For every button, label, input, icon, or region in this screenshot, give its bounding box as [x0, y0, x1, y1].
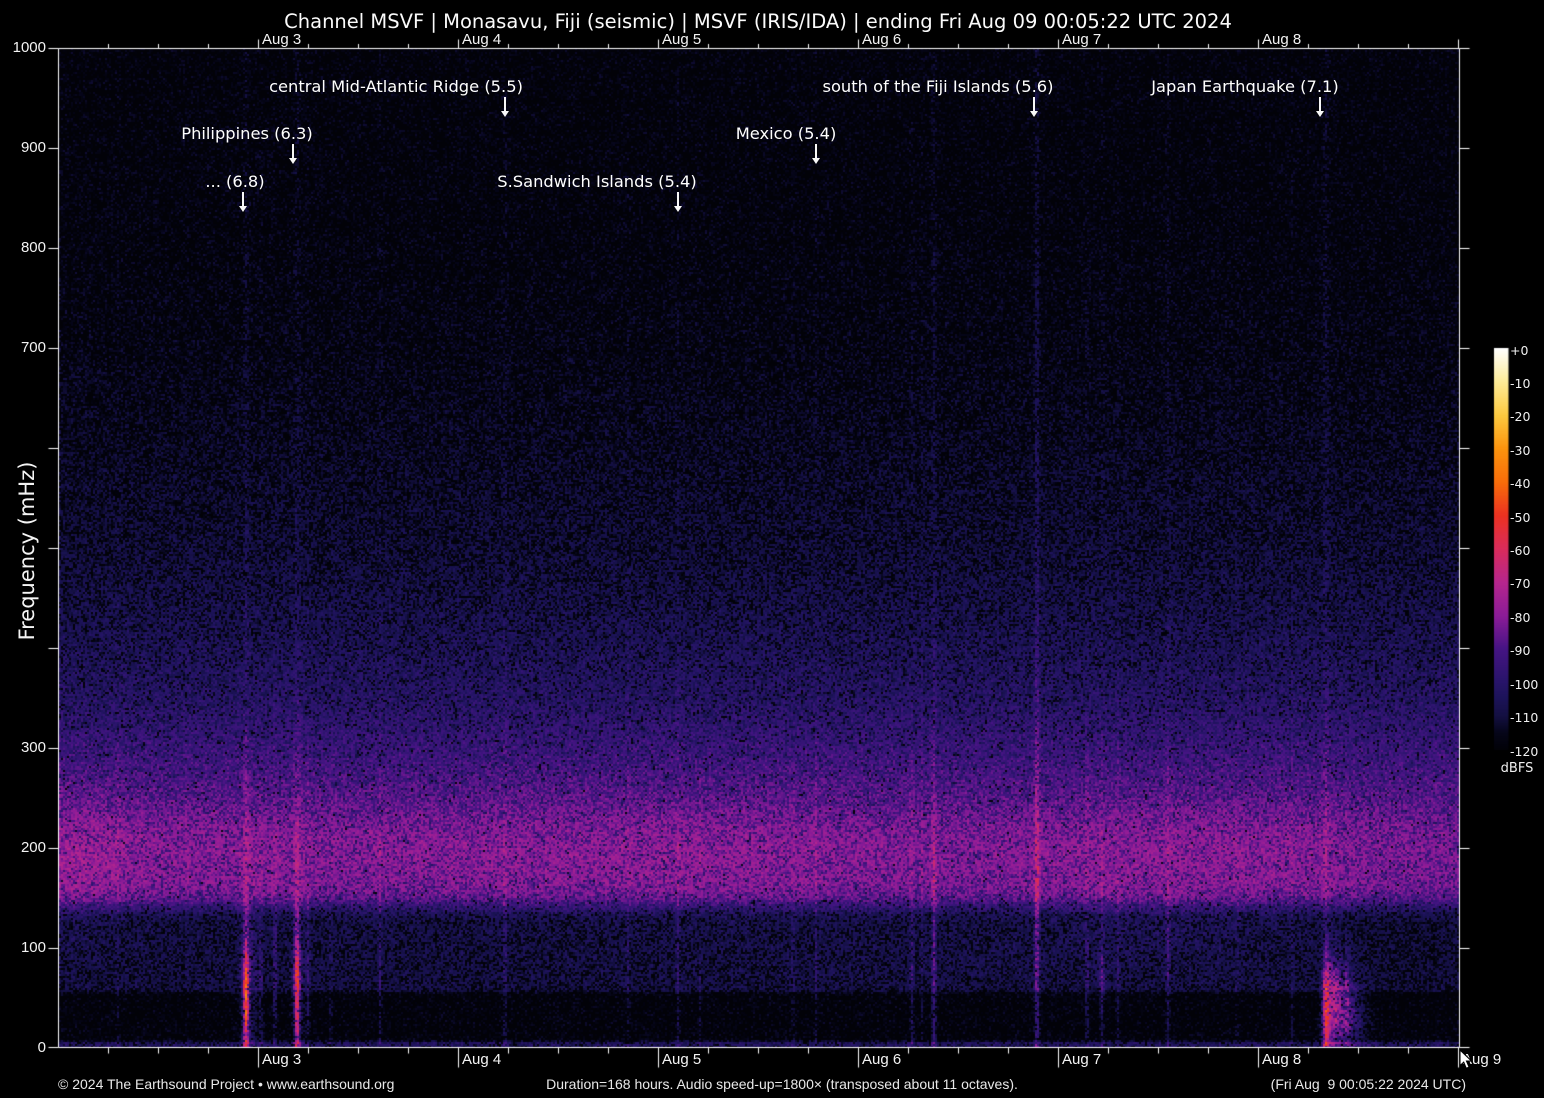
- annotation-arrow-head: [239, 206, 247, 212]
- annotation-label: Japan Earthquake (7.1): [1151, 77, 1339, 96]
- colorbar-tick-label: +0: [1510, 343, 1529, 358]
- bottom-axis-tick-label: Aug 9: [1462, 1051, 1502, 1068]
- colorbar-tick-label: -10: [1510, 376, 1531, 391]
- annotation-label: south of the Fiji Islands (5.6): [822, 77, 1054, 96]
- colorbar-tick-label: -70: [1510, 576, 1531, 591]
- colorbar-tick-label: -80: [1510, 610, 1531, 625]
- annotation-label: central Mid-Atlantic Ridge (5.5): [269, 77, 523, 96]
- annotation-label: Philippines (6.3): [181, 124, 313, 143]
- y-axis-tick-label: 100: [20, 939, 46, 956]
- annotation-arrow-line: [815, 144, 817, 158]
- annotation-arrow-head: [289, 158, 297, 164]
- bottom-axis-tick-label: Aug 8: [1262, 1051, 1302, 1068]
- colorbar-tick-label: -60: [1510, 543, 1531, 558]
- annotation-label: ... (6.8): [205, 172, 265, 191]
- colorbar-tick-label: -50: [1510, 510, 1531, 525]
- annotation-arrow-line: [292, 144, 294, 158]
- top-axis-tick-label: Aug 5: [662, 31, 702, 48]
- bottom-axis-tick-label: Aug 5: [662, 1051, 702, 1068]
- annotation-arrow-head: [674, 206, 682, 212]
- y-axis-tick-label: 300: [20, 739, 46, 756]
- bottom-axis-tick-label: Aug 4: [462, 1051, 502, 1068]
- y-axis-tick-label: 700: [20, 339, 46, 356]
- colorbar-tick-label: -90: [1510, 643, 1531, 658]
- footer-duration: Duration=168 hours. Audio speed-up=1800×…: [546, 1076, 1018, 1092]
- y-axis-title: Frequency (mHz): [15, 461, 39, 641]
- top-axis-tick-label: Aug 8: [1262, 31, 1302, 48]
- top-axis-tick-label: Aug 7: [1062, 31, 1102, 48]
- bottom-axis-tick-label: Aug 7: [1062, 1051, 1102, 1068]
- page-title: Channel MSVF | Monasavu, Fiji (seismic) …: [284, 10, 1232, 33]
- top-axis-tick-label: Aug 3: [262, 31, 302, 48]
- annotation-label: S.Sandwich Islands (5.4): [497, 172, 697, 191]
- annotation-arrow-line: [242, 192, 244, 206]
- annotation-arrow-line: [504, 97, 506, 111]
- y-axis-tick-label: 200: [20, 839, 46, 856]
- footer-copyright: © 2024 The Earthsound Project • www.eart…: [58, 1076, 395, 1092]
- y-axis-tick-label: 800: [20, 239, 46, 256]
- bottom-axis-tick-label: Aug 3: [262, 1051, 302, 1068]
- annotation-label: Mexico (5.4): [735, 124, 837, 143]
- annotation-arrow-head: [812, 158, 820, 164]
- top-axis-tick-label: Aug 6: [862, 31, 902, 48]
- colorbar-tick-label: -20: [1510, 409, 1531, 424]
- annotation-arrow-head: [501, 111, 509, 117]
- colorbar-tick-label: -120: [1510, 744, 1539, 759]
- annotation-arrow-line: [1033, 97, 1035, 111]
- top-axis-tick-label: Aug 4: [462, 31, 502, 48]
- y-axis-tick-label: 1000: [12, 39, 46, 56]
- annotation-arrow-head: [1316, 111, 1324, 117]
- colorbar-units-label: dBFS: [1500, 761, 1534, 776]
- y-axis-tick-label: 900: [20, 139, 46, 156]
- annotation-arrow-head: [1030, 111, 1038, 117]
- colorbar-tick-label: -110: [1510, 710, 1539, 725]
- bottom-axis-tick-label: Aug 6: [862, 1051, 902, 1068]
- annotation-arrow-line: [677, 192, 679, 206]
- y-axis-tick-label: 0: [37, 1039, 46, 1056]
- colorbar-tick-label: -100: [1510, 677, 1539, 692]
- mouse-cursor[interactable]: [1459, 1049, 1473, 1070]
- annotation-arrow-line: [1319, 97, 1321, 111]
- colorbar-tick-label: -40: [1510, 476, 1531, 491]
- footer-timestamp: (Fri Aug 9 00:05:22 2024 UTC): [1270, 1076, 1466, 1092]
- colorbar-tick-label: -30: [1510, 443, 1531, 458]
